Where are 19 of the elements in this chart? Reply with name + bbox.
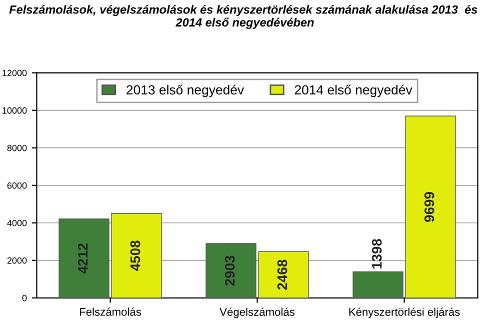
y-tick-label: 10000: [2, 107, 27, 114]
legend-label: 2014 első negyedév: [294, 84, 412, 98]
data-label: 2468: [277, 260, 288, 290]
x-tick-label: Felszámolás: [80, 307, 142, 316]
data-label: 4212: [78, 244, 88, 274]
y-tick-label: 0: [22, 294, 27, 302]
data-label: 2903: [224, 256, 235, 286]
data-label: 9699: [424, 192, 434, 222]
legend-label: 2013 első negyedév: [126, 84, 244, 98]
y-tick-label: 12000: [2, 70, 27, 76]
x-tick-label: Kényszertörlési eljárás: [349, 308, 460, 318]
y-tick-label: 4000: [7, 220, 27, 226]
y-tick-label: 6000: [7, 182, 27, 189]
y-tick-label: 8000: [7, 144, 27, 152]
data-label: 1398: [372, 238, 382, 269]
chart-title: Felszámolások, végelszámolások és kényszertörlések számának alakulása 2013 és 2014 első negyedévében: [9, 4, 478, 29]
x-tick-label: Végelszámolás: [220, 308, 295, 318]
y-tick-label: 2000: [7, 257, 27, 264]
data-label: 4508: [130, 240, 140, 271]
